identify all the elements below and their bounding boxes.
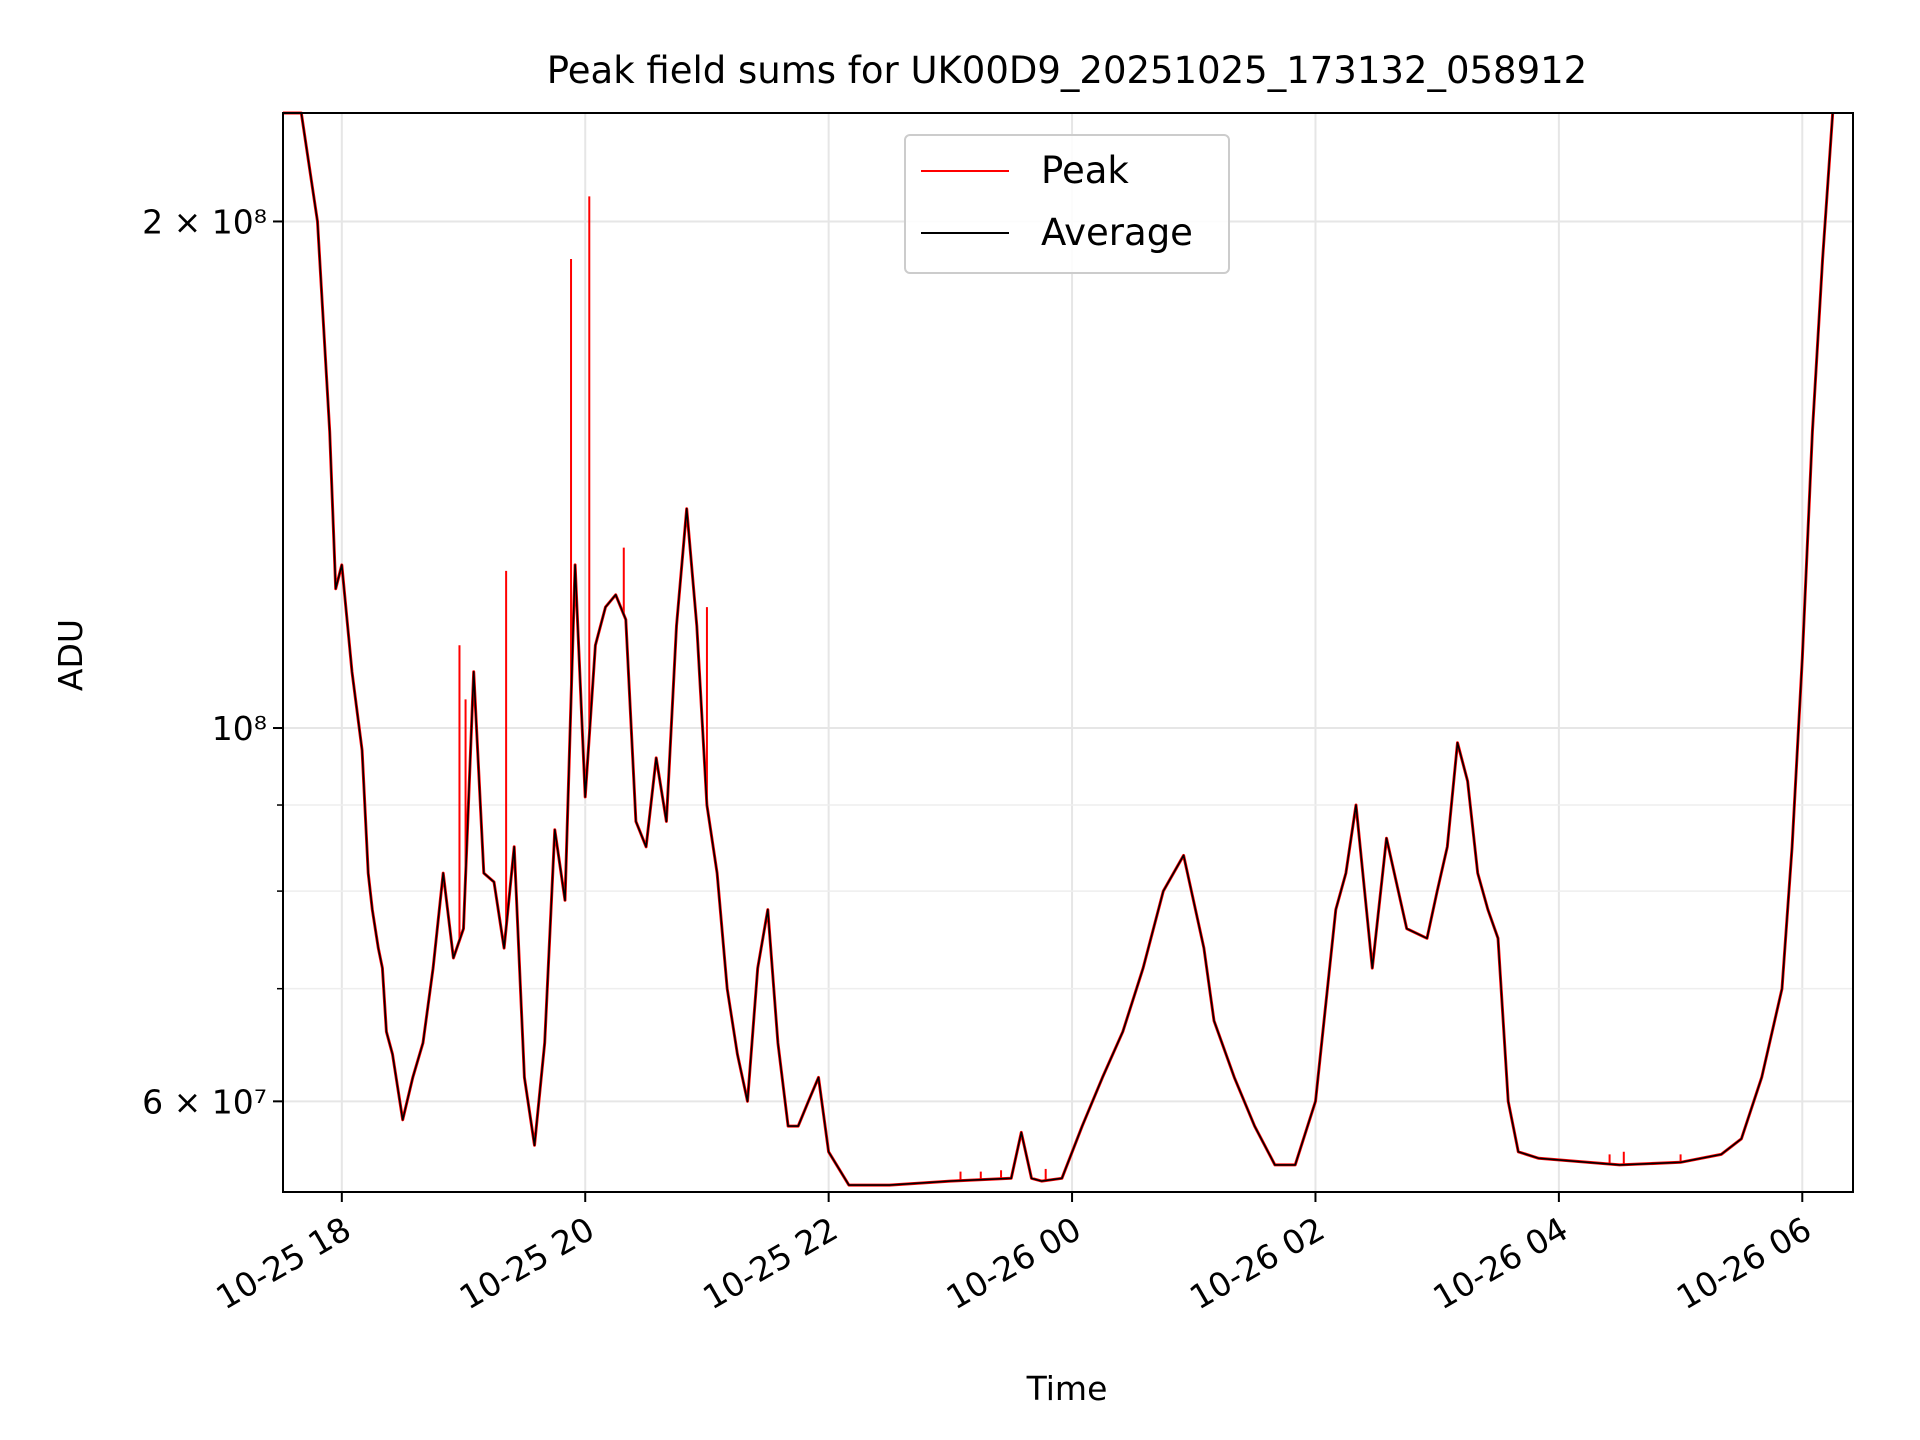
y-axis-label: ADU bbox=[51, 619, 90, 691]
chart-title: Peak field sums for UK00D9_20251025_1731… bbox=[547, 49, 1587, 92]
y-tick-label: 2 × 10⁸ bbox=[142, 202, 267, 241]
y-tick-label: 6 × 10⁷ bbox=[142, 1082, 267, 1121]
legend-box bbox=[904, 134, 1230, 274]
y-tick-label: 10⁸ bbox=[212, 709, 267, 748]
legend: Peak Average bbox=[904, 134, 1230, 274]
series-line-average bbox=[283, 112, 1834, 1186]
legend-label: Average bbox=[1041, 211, 1193, 254]
plot-area bbox=[283, 111, 1835, 1187]
axes-frame bbox=[282, 112, 1854, 1193]
legend-label: Peak bbox=[1041, 149, 1129, 192]
x-axis-label: Time bbox=[1026, 1369, 1108, 1408]
